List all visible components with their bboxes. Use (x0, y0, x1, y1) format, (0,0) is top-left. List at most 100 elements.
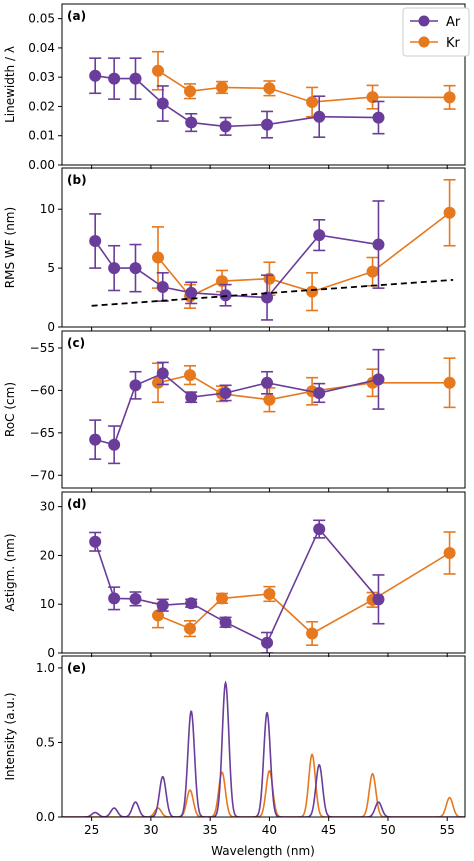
y-tick-label: −55 (30, 341, 55, 355)
data-point (443, 91, 456, 104)
series-line (157, 70, 450, 103)
data-point (185, 116, 198, 129)
axes-frame (61, 655, 466, 818)
data-point (152, 609, 165, 622)
data-point (108, 438, 121, 451)
data-point (219, 289, 232, 302)
data-point (372, 111, 385, 124)
data-point (89, 535, 102, 548)
data-point (219, 120, 232, 133)
x-axis-label: Wavelength (nm) (211, 844, 315, 858)
x-tick-label: 35 (203, 823, 218, 837)
y-tick-label: 0.04 (28, 41, 55, 55)
data-point (216, 592, 229, 605)
trend-line (91, 278, 454, 307)
data-point (108, 592, 121, 605)
x-tick-label: 50 (380, 823, 395, 837)
legend-ar-marker (418, 15, 430, 27)
data-point (156, 280, 169, 293)
data-point (108, 72, 121, 85)
y-axis-label: Linewidth / λ (3, 46, 17, 123)
x-tick-label: 25 (84, 823, 99, 837)
series-ar (89, 57, 385, 139)
data-point (184, 85, 197, 98)
axes-frame (61, 3, 466, 166)
panel-1: 0.00 0.01 0.02 0.03 0.04 0.05 Linewidth / λ (a) (3, 3, 466, 172)
data-point (184, 622, 197, 635)
series-line (157, 552, 451, 635)
panel-label: (c) (67, 336, 85, 350)
legend-ar-label: Ar (446, 15, 461, 30)
x-tick-label: 55 (440, 823, 455, 837)
data-point (152, 376, 165, 389)
data-point (129, 262, 142, 275)
y-tick-label: 10 (40, 597, 55, 611)
x-tick-label: 45 (321, 823, 336, 837)
series-line (94, 527, 380, 644)
data-point (306, 627, 319, 640)
y-tick-label: 30 (40, 500, 55, 514)
y-axis-label: RMS WF (nm) (3, 207, 17, 288)
y-tick-label: 1.0 (36, 661, 55, 675)
series-kr (152, 50, 456, 118)
y-tick-label: −70 (30, 468, 55, 482)
data-point (261, 118, 274, 131)
data-point (261, 291, 274, 304)
data-point (89, 235, 102, 248)
y-tick-label: 0.01 (28, 129, 55, 143)
panel-5: 0.0 0.5 1.0 25 30 35 40 45 50 55 Intensity (a.u.) (… (3, 655, 466, 837)
data-point (129, 72, 142, 85)
data-point (108, 262, 121, 275)
y-tick-label: 0.00 (28, 158, 55, 172)
axes-frame (61, 167, 466, 328)
y-tick-label: 10 (40, 202, 55, 216)
data-point (372, 373, 385, 386)
data-point (152, 251, 165, 264)
data-point (372, 238, 385, 251)
panel-label: (e) (67, 661, 86, 675)
y-tick-label: −65 (30, 426, 55, 440)
data-point (443, 206, 456, 219)
spectrum-line-ar (62, 680, 465, 817)
data-point (263, 393, 276, 406)
y-tick-label: 0.05 (28, 12, 55, 26)
series-kr (152, 357, 456, 413)
panel-label: (d) (67, 497, 87, 511)
data-point (156, 97, 169, 110)
data-point (366, 91, 379, 104)
y-tick-label: 0 (47, 320, 55, 334)
data-point (313, 229, 326, 242)
data-point (152, 64, 165, 77)
data-point (129, 592, 142, 605)
data-point (185, 391, 198, 404)
data-point (306, 96, 319, 109)
data-point (313, 110, 326, 123)
data-point (313, 386, 326, 399)
data-point (184, 369, 197, 382)
data-point (263, 587, 276, 600)
data-point (261, 636, 274, 649)
data-point (185, 597, 198, 610)
data-point (156, 367, 169, 380)
x-tick-label: 40 (262, 823, 277, 837)
data-point (263, 82, 276, 95)
y-tick-label: 20 (40, 548, 55, 562)
data-point (443, 546, 456, 559)
y-axis-label: RoC (cm) (3, 382, 17, 437)
data-point (156, 599, 169, 612)
legend-kr-label: Kr (446, 36, 461, 51)
data-point (366, 265, 379, 278)
data-point (89, 69, 102, 82)
data-point (89, 433, 102, 446)
data-point (129, 379, 142, 392)
y-tick-label: 0.0 (36, 810, 55, 824)
y-axis-label: Astigm. (nm) (3, 533, 17, 611)
data-point (372, 593, 385, 606)
data-point (443, 376, 456, 389)
y-tick-label: 0.02 (28, 99, 55, 113)
y-tick-label: 0 (47, 646, 55, 660)
series-ar (89, 200, 385, 321)
panel-4: 0 10 20 30 Astigm. (nm) (d) (3, 491, 466, 660)
